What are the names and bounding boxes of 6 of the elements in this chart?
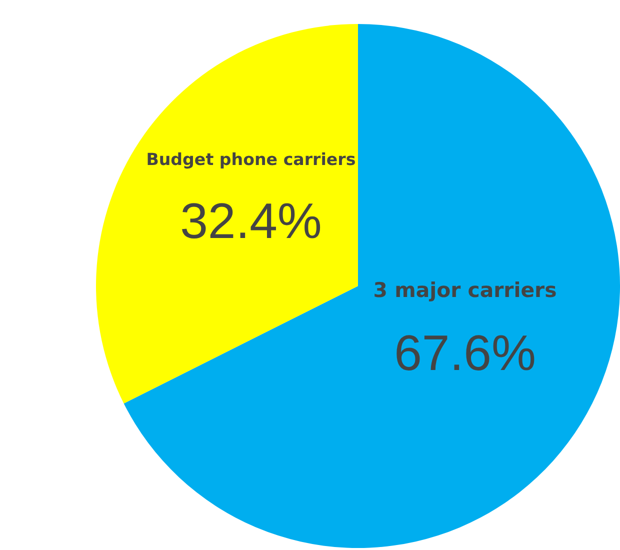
slice-label: Budget phone carriers [146,150,356,169]
data-label: 67.6% [394,325,536,382]
data-label: 32.4% [180,192,322,249]
slice-label: 3 major carriers [373,278,557,302]
pie-slice [124,24,620,548]
pie-slice [96,24,358,404]
